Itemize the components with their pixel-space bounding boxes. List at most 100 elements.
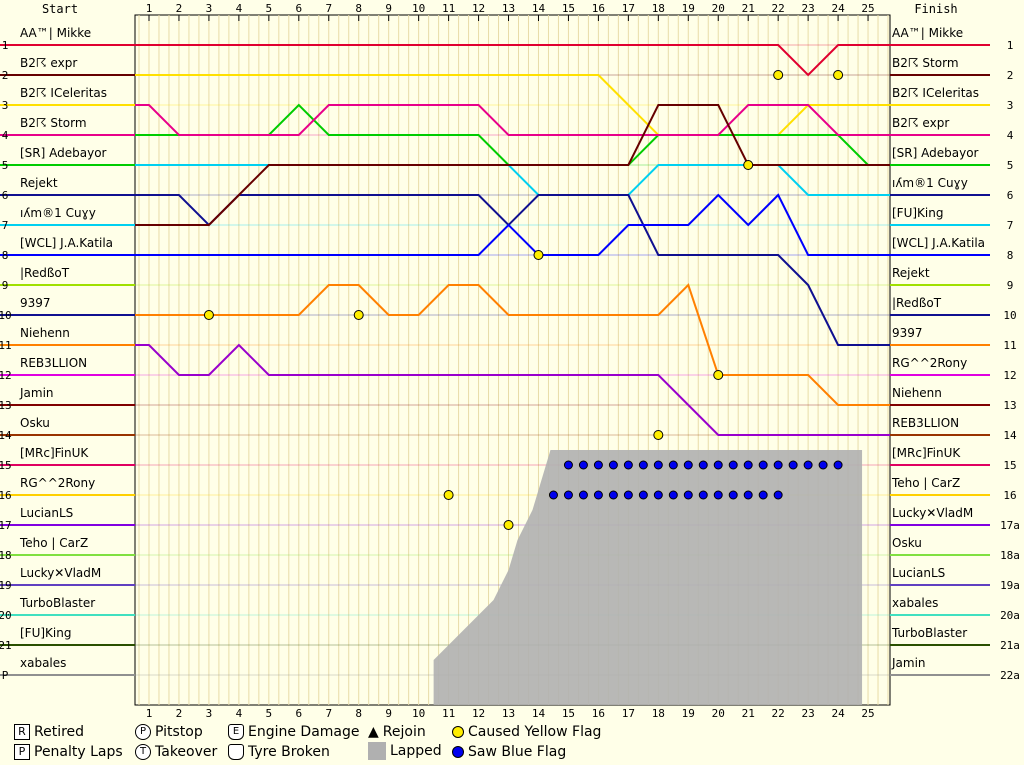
blue-flag-marker [563,460,573,470]
finish-position: 3 [1007,99,1014,112]
lap-label-bottom: 2 [176,707,183,720]
finish-driver: 9397 [892,326,923,340]
yellow-flag-marker [743,160,754,170]
legend-blue: Saw Blue Flag [452,744,566,760]
lap-label-top: 15 [562,2,575,15]
lap-label-top: 20 [712,2,725,15]
start-position: 18 [0,549,12,562]
blue-flag-marker [728,490,738,500]
lap-label-bottom: 22 [772,707,785,720]
blue-flag-marker [668,490,678,500]
finish-position: 17a [1000,519,1020,532]
legend-rejoin: ▲ Rejoin [368,724,426,740]
lap-label-bottom: 14 [532,707,546,720]
finish-driver: AA™| Mikke [892,26,963,40]
finish-driver: REB3LLION [892,416,959,430]
start-driver: Jamin [19,386,54,400]
legend-takeover: T Takeover [135,744,217,760]
yellow-flag-marker [653,430,664,440]
start-driver: [FU]King [20,626,71,640]
lap-label-bottom: 7 [325,707,332,720]
finish-driver: Niehenn [892,386,942,400]
lap-label-bottom: 11 [442,707,455,720]
finish-driver: [WCL] J.A.Katila [892,236,985,250]
series-line [135,283,890,406]
start-position: 15 [0,459,12,472]
finish-driver: LucianLS [892,566,945,580]
lap-label-top: 22 [772,2,785,15]
lap-label-top: 11 [442,2,455,15]
start-driver: Teho | CarZ [19,536,88,550]
series-line [135,44,890,77]
finish-driver: Lucky✕VladM [892,506,973,520]
lap-label-bottom: 13 [502,707,515,720]
start-position: 2 [2,69,9,82]
start-position: 7 [2,219,9,232]
start-driver: ıʎm®1 Cuɣy [20,206,96,220]
lap-label-bottom: 25 [861,707,874,720]
blue-flag-marker [713,460,723,470]
rejoin-icon: ▲ [368,724,379,740]
yellow-flag-marker [533,250,544,260]
lap-label-top: 16 [592,2,605,15]
lap-label-top: 2 [176,2,183,15]
finish-position: 16 [1003,489,1016,502]
blue-flag-marker [788,460,798,470]
start-position: 19 [0,579,12,592]
legend-pitstop: P Pitstop [135,724,203,740]
lap-label-top: 19 [682,2,695,15]
finish-position: 4 [1007,129,1014,142]
lap-label-top: 10 [412,2,425,15]
start-driver: AA™| Mikke [20,26,91,40]
legend-tyre: Tyre Broken [228,744,330,760]
finish-position: 22a [1000,669,1020,682]
pitstop-icon: P [135,724,151,740]
finish-driver: [MRc]FinUK [892,446,961,460]
penalty-icon: P [14,744,30,760]
blue-flag-marker [608,460,618,470]
start-driver: B2☈ ICeleritas [20,86,107,100]
legend-penalty: P Penalty Laps [14,744,123,760]
start-position: 10 [0,309,12,322]
finish-position: 12 [1003,369,1016,382]
blue-flag-marker [593,460,603,470]
lap-label-top: 25 [861,2,874,15]
race-position-chart: 1122334455667788991010111112121313141415… [0,2,1020,720]
finish-position: 9 [1007,279,1014,292]
start-position: 11 [0,339,12,352]
lap-label-bottom: 16 [592,707,605,720]
blue-flag-marker [683,460,693,470]
blue-flag-marker [668,460,678,470]
lap-label-bottom: 12 [472,707,485,720]
lap-label-bottom: 24 [831,707,845,720]
start-position: 20 [0,609,12,622]
start-driver: [MRc]FinUK [20,446,89,460]
blue-flag-marker [548,490,558,500]
legend: R Retired P Penalty Laps P Pitstop T Takeove… [14,722,1014,762]
finish-position: 8 [1007,249,1014,262]
yellow-flag-marker [773,70,784,80]
start-position: 17 [0,519,12,532]
blue-flag-marker [653,490,663,500]
blue-flag-marker [638,490,648,500]
lap-label-bottom: 20 [712,707,725,720]
finish-driver: TurboBlaster [891,626,967,640]
finish-driver: Rejekt [892,266,930,280]
start-driver: RG^^2Rony [20,476,95,490]
lap-label-top: 1 [146,2,153,15]
series-line [135,104,890,226]
finish-driver: Osku [892,536,922,550]
takeover-icon: T [135,744,151,760]
finish-driver: B2☈ ICeleritas [892,86,979,100]
blue-flag-marker [653,460,663,470]
flag-markers [203,70,844,530]
blue-flag-marker [623,490,633,500]
start-position: 9 [2,279,9,292]
finish-driver: RG^^2Rony [892,356,967,370]
lap-label-top: 3 [206,2,213,15]
lap-label-bottom: 23 [802,707,815,720]
start-position: 3 [2,99,9,112]
finish-driver: xabales [892,596,938,610]
blue-flag-marker [563,490,573,500]
blue-flag-icon [452,746,464,758]
